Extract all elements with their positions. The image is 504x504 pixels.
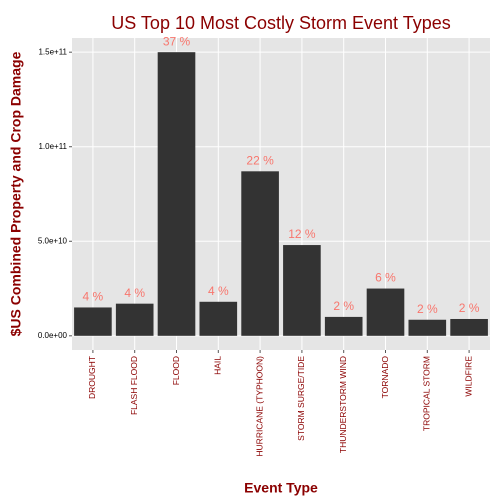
bar-label: 4 % [124, 286, 145, 300]
bar-label: 6 % [375, 271, 396, 285]
bar-label: 4 % [208, 284, 229, 298]
chart-title: US Top 10 Most Costly Storm Event Types [111, 13, 450, 33]
x-tick-label: DROUGHT [87, 356, 97, 399]
x-tick-label: STORM SURGE/TIDE [296, 356, 306, 441]
y-tick-label: 0.0e+00 [38, 331, 68, 340]
bar [283, 245, 321, 336]
x-tick-label: WILDFIRE [463, 356, 473, 397]
bar-label: 2 % [459, 301, 480, 315]
bar [74, 307, 112, 336]
y-axis-title: $US Combined Property and Crop Damage [8, 51, 24, 336]
y-tick-label: 5.0e+10 [38, 236, 68, 245]
bar-label: 12 % [288, 227, 316, 241]
bar-label: 22 % [246, 153, 274, 167]
bar-label: 2 % [333, 299, 354, 313]
x-tick-label: TORNADO [380, 356, 390, 399]
bar [324, 316, 363, 336]
plot-panel [72, 38, 490, 350]
x-tick-label: HURRICANE (TYPHOON) [254, 356, 264, 457]
bar [115, 303, 154, 336]
bar [366, 288, 405, 336]
x-tick-label: TROPICAL STORM [422, 356, 432, 431]
x-tick-label: FLOOD [171, 356, 181, 385]
y-tick-label: 1.5e+11 [38, 47, 67, 56]
x-tick-label: FLASH FLOOD [129, 356, 139, 415]
bar [408, 319, 447, 336]
bar [199, 301, 238, 336]
y-tick-label: 1.0e+11 [38, 142, 67, 151]
bar [450, 318, 488, 336]
bar-label: 2 % [417, 302, 438, 316]
bar-label: 37 % [163, 34, 191, 48]
x-tick-label: THUNDERSTORM WIND [338, 356, 348, 453]
bar [157, 52, 196, 336]
x-tick-label: HAIL [213, 356, 223, 375]
bar-label: 4 % [83, 290, 104, 304]
bar [241, 171, 279, 336]
x-axis-title: Event Type [244, 480, 318, 496]
